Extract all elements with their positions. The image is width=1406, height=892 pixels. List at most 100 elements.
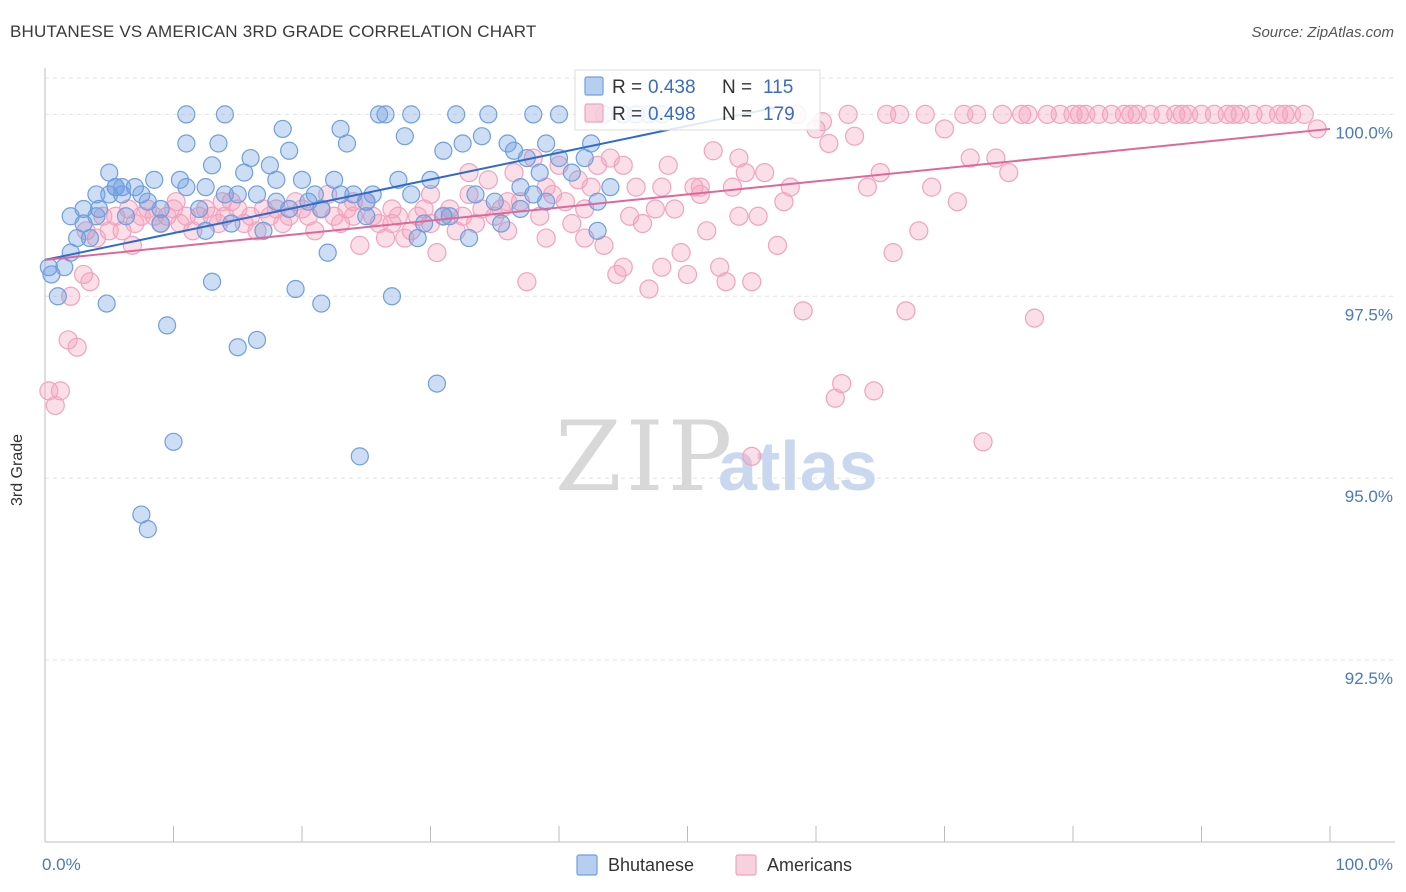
data-point bbox=[138, 520, 157, 539]
data-point bbox=[350, 447, 369, 466]
data-point bbox=[896, 301, 916, 321]
data-point bbox=[677, 264, 698, 285]
data-point bbox=[395, 228, 415, 248]
data-point bbox=[613, 257, 633, 277]
data-point bbox=[889, 104, 910, 124]
bhutanese-points bbox=[39, 105, 671, 539]
data-point bbox=[87, 185, 106, 204]
data-point bbox=[61, 286, 81, 306]
data-point bbox=[632, 213, 653, 234]
data-point bbox=[318, 243, 337, 262]
legend-n-value: 179 bbox=[763, 104, 795, 125]
data-point bbox=[254, 221, 273, 240]
data-point bbox=[190, 199, 209, 219]
data-point bbox=[883, 243, 903, 263]
data-point bbox=[1172, 104, 1192, 124]
data-point bbox=[1204, 104, 1224, 124]
data-point bbox=[370, 105, 389, 124]
data-point bbox=[222, 214, 241, 233]
data-point bbox=[157, 316, 177, 335]
data-point bbox=[1018, 104, 1038, 124]
data-point bbox=[864, 381, 884, 401]
data-point bbox=[742, 446, 762, 466]
data-point bbox=[697, 221, 717, 241]
data-point bbox=[177, 134, 196, 153]
data-point bbox=[472, 127, 491, 146]
data-point bbox=[517, 272, 537, 292]
data-point bbox=[164, 432, 183, 451]
legend-r-value: 0.438 bbox=[648, 77, 696, 98]
data-point bbox=[909, 221, 929, 241]
data-point bbox=[427, 374, 447, 393]
data-point bbox=[402, 105, 421, 124]
data-point bbox=[735, 162, 755, 183]
legend-swatch bbox=[584, 103, 604, 123]
data-point bbox=[1179, 104, 1199, 124]
data-point bbox=[665, 199, 685, 219]
data-point bbox=[511, 199, 530, 219]
watermark-atlas: atlas bbox=[718, 427, 878, 505]
data-point bbox=[414, 214, 434, 233]
data-point bbox=[447, 105, 466, 124]
data-point bbox=[838, 104, 858, 124]
data-point bbox=[671, 243, 691, 263]
legend-bottom: Bhutanese Americans bbox=[576, 854, 852, 876]
data-point bbox=[48, 287, 67, 306]
data-point bbox=[80, 272, 100, 292]
data-point bbox=[116, 207, 136, 226]
data-point bbox=[466, 185, 485, 204]
data-point bbox=[613, 155, 633, 175]
data-point bbox=[832, 374, 852, 394]
data-point bbox=[973, 432, 993, 452]
data-point bbox=[562, 213, 582, 234]
legend-swatch bbox=[584, 76, 604, 96]
data-point bbox=[716, 272, 736, 292]
bottom-legend-label: Americans bbox=[767, 855, 852, 875]
data-point bbox=[729, 206, 749, 226]
data-point bbox=[97, 294, 116, 313]
data-point bbox=[420, 184, 441, 205]
data-point bbox=[434, 207, 453, 226]
data-point bbox=[363, 185, 382, 204]
data-point bbox=[549, 105, 569, 124]
data-point bbox=[151, 214, 170, 233]
data-point bbox=[89, 199, 109, 219]
data-point bbox=[639, 279, 659, 299]
trend-line bbox=[44, 127, 1331, 261]
data-point bbox=[106, 178, 125, 197]
data-point bbox=[703, 141, 723, 161]
data-point bbox=[1275, 104, 1295, 124]
data-point bbox=[50, 381, 71, 401]
data-point bbox=[228, 185, 247, 204]
data-point bbox=[492, 214, 511, 233]
data-point bbox=[748, 206, 768, 226]
data-point bbox=[754, 162, 775, 183]
data-point bbox=[1050, 104, 1070, 124]
data-point bbox=[793, 301, 813, 321]
data-point bbox=[73, 264, 94, 285]
legend-n-label: N = bbox=[722, 77, 752, 98]
data-point bbox=[241, 148, 260, 168]
trend-lines bbox=[44, 106, 1331, 261]
data-point bbox=[767, 235, 788, 255]
y-tick-label: 97.5% bbox=[1345, 305, 1393, 324]
data-point bbox=[196, 178, 215, 197]
data-point bbox=[992, 104, 1012, 124]
y-tick-label: 95.0% bbox=[1345, 487, 1393, 506]
data-point bbox=[530, 163, 549, 182]
data-point bbox=[247, 221, 267, 241]
data-point bbox=[658, 155, 678, 175]
data-point bbox=[87, 207, 106, 226]
data-point bbox=[286, 279, 305, 299]
data-point bbox=[196, 199, 216, 219]
data-point bbox=[870, 162, 890, 183]
data-point bbox=[485, 192, 504, 211]
data-point bbox=[582, 134, 601, 153]
data-point bbox=[177, 178, 196, 197]
data-point bbox=[780, 177, 800, 197]
watermark: ZIP atlas bbox=[555, 401, 878, 513]
data-point bbox=[170, 170, 190, 189]
data-point bbox=[1121, 104, 1141, 124]
tick-labels: 100.0% 97.5% 95.0% 92.5% 0.0% 100.0% bbox=[42, 123, 1393, 874]
